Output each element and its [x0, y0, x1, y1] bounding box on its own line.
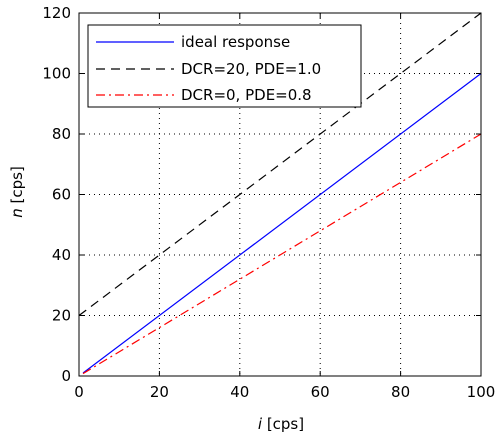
legend-box [87, 24, 362, 108]
x-tick-label: 100 [467, 383, 496, 401]
y-tick-label: 100 [42, 65, 71, 83]
y-tick-label: 0 [61, 367, 71, 385]
series-line-2 [82, 133, 482, 375]
series-group [78, 12, 482, 375]
legend-label-dcr0: DCR=0, PDE=0.8 [181, 86, 312, 104]
y-tick-label: 20 [52, 307, 71, 325]
series-line-1 [78, 12, 482, 316]
x-tick-label: 80 [391, 383, 410, 401]
legend-label-dcr20: DCR=20, PDE=1.0 [181, 60, 321, 78]
x-axis-label-unit: [cps] [262, 415, 304, 433]
x-tick-label: 60 [311, 383, 330, 401]
y-tick-label: 60 [52, 186, 71, 204]
x-axis-label: i [cps] [258, 415, 304, 433]
y-axis-label: n [cps] [8, 166, 26, 218]
y-tick-label: 40 [52, 246, 71, 264]
y-tick-label: 120 [42, 4, 71, 22]
ticks: 0 20 40 60 80 100 0 20 40 60 80 100 120 [42, 4, 495, 401]
y-tick-label: 80 [52, 125, 71, 143]
series-line-0 [82, 73, 482, 374]
legend: ideal response DCR=20, PDE=1.0 DCR=0, PD… [87, 24, 362, 108]
y-axis-label-var: n [8, 208, 26, 218]
x-tick-label: 40 [230, 383, 249, 401]
x-tick-label: 20 [150, 383, 169, 401]
legend-label-ideal: ideal response [181, 33, 290, 51]
y-axis-label-unit: [cps] [8, 166, 26, 208]
x-axis-label-var: i [258, 415, 263, 433]
x-tick-label: 0 [74, 383, 84, 401]
